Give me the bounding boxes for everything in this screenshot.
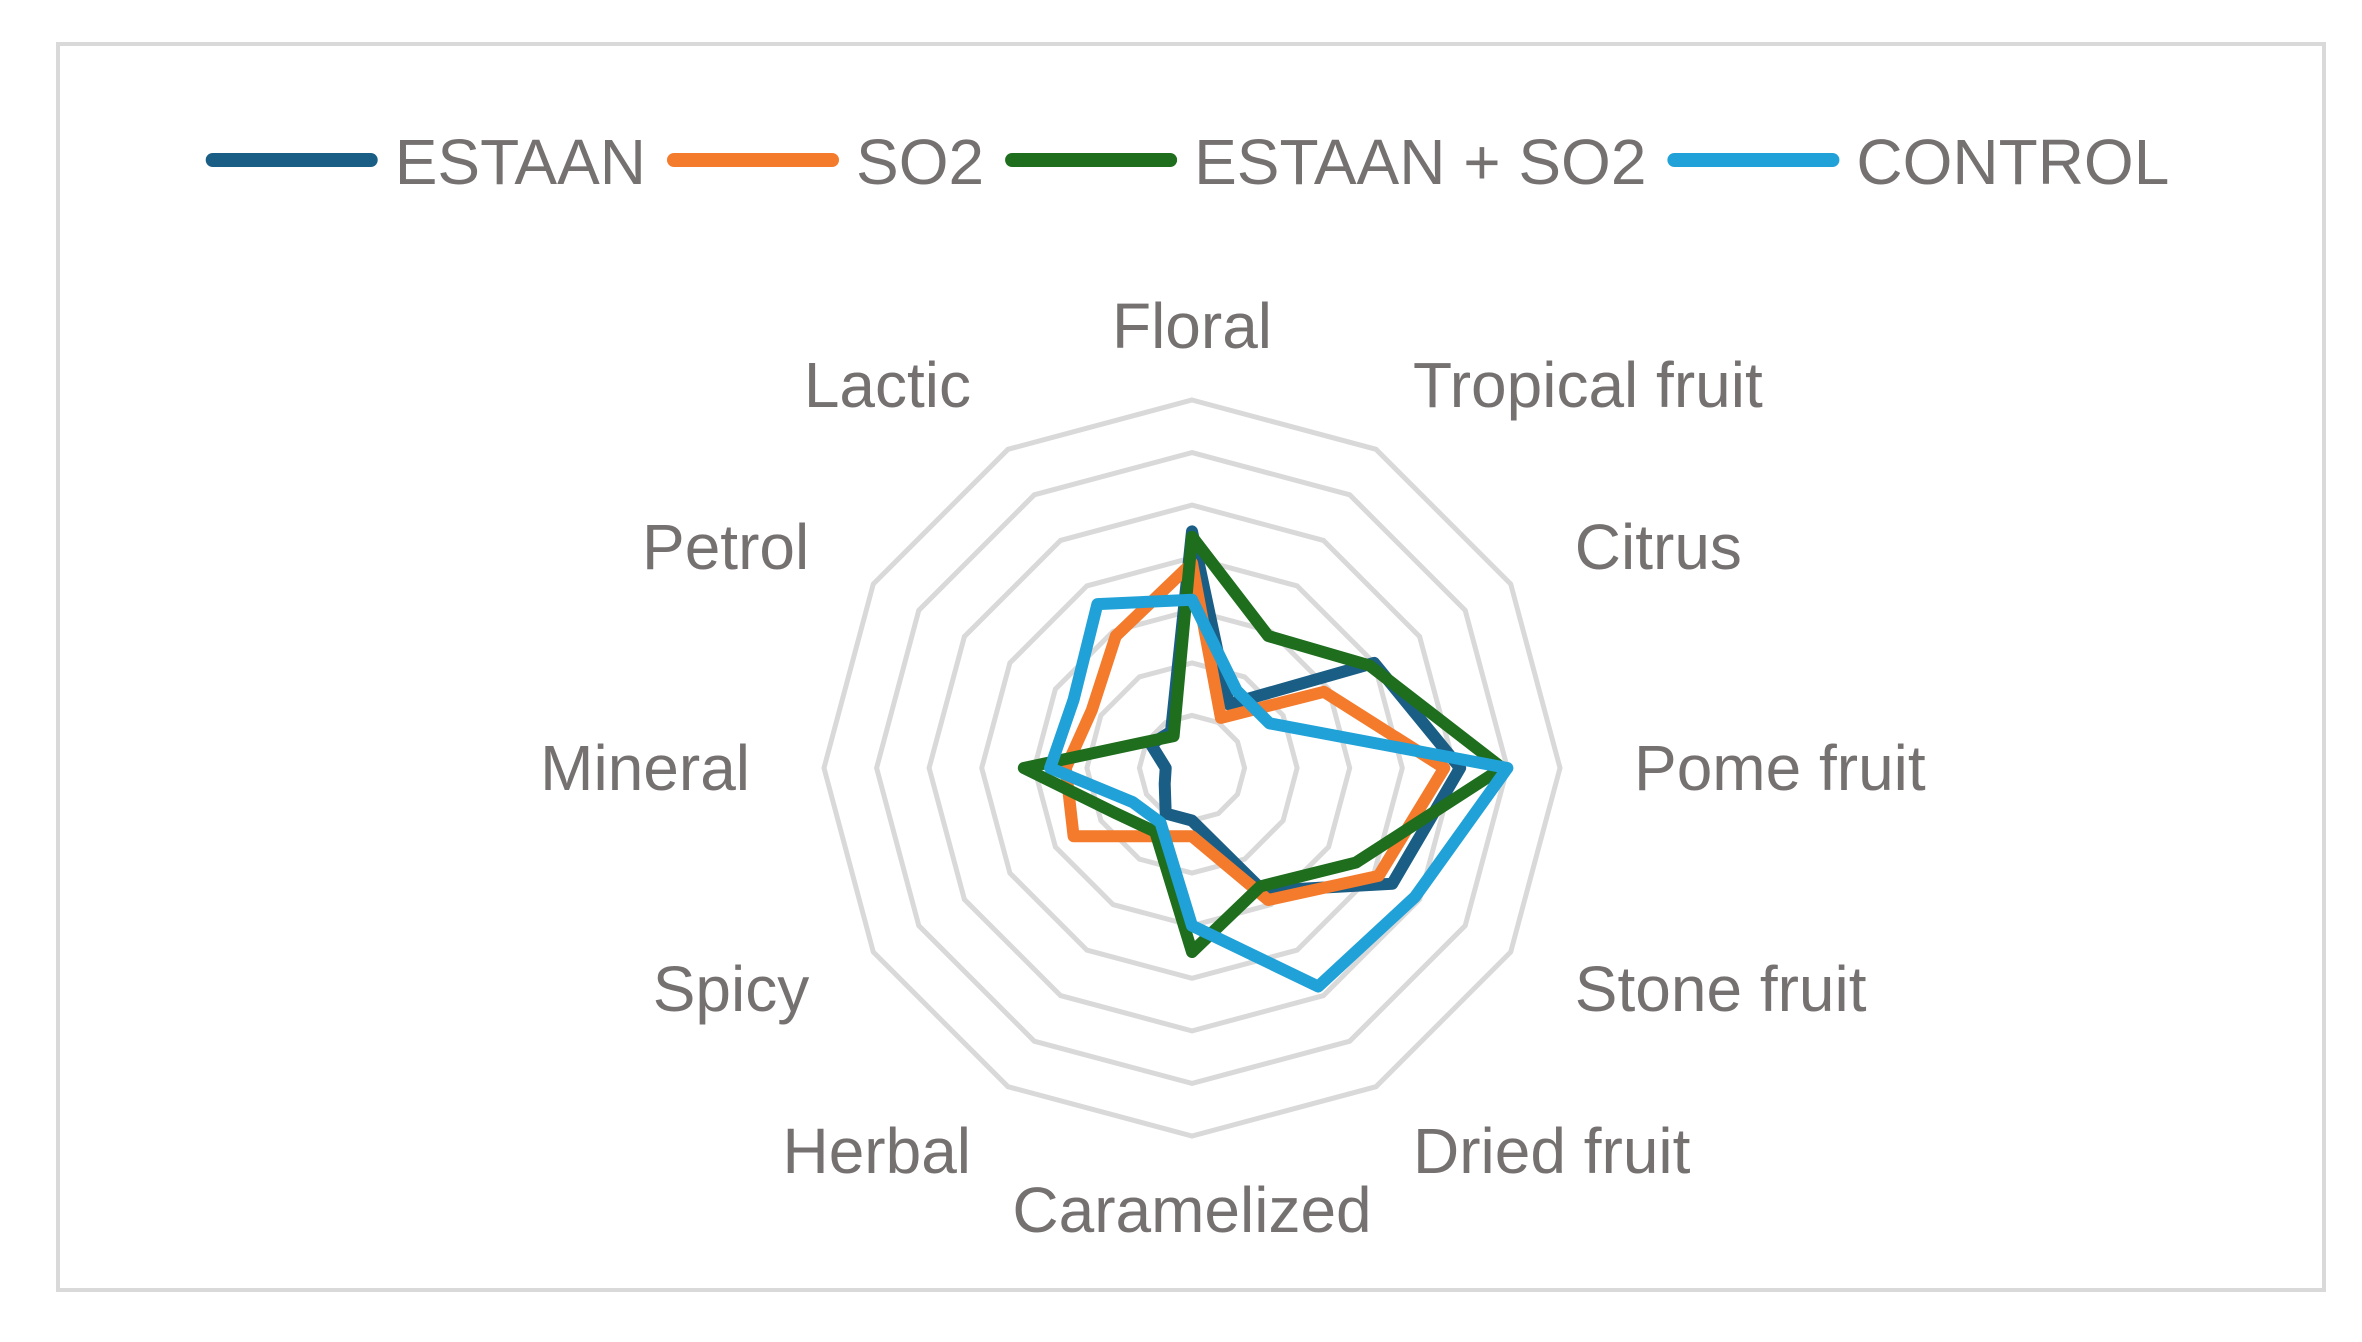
series-line-so2 — [1059, 557, 1451, 906]
axis-label-mineral: Mineral — [540, 732, 750, 804]
radar-grid — [821, 397, 1563, 1139]
grid-ring-7 — [821, 397, 1563, 1139]
legend-label-so2: SO2 — [856, 126, 984, 198]
axis-label-spicy: Spicy — [653, 953, 810, 1025]
axis-label-citrus: Citrus — [1575, 511, 1742, 583]
grid-ring-2 — [1084, 660, 1300, 876]
axis-label-pome-fruit: Pome fruit — [1634, 732, 1926, 804]
axis-label-floral: Floral — [1112, 290, 1272, 362]
legend-item-estaan-so2: ESTAAN + SO2 — [1005, 126, 1646, 198]
series-line-estaan-so2 — [1017, 530, 1509, 958]
legend-item-control: CONTROL — [1667, 126, 2169, 198]
axis-label-lactic: Lactic — [804, 349, 971, 421]
axis-label-herbal: Herbal — [782, 1115, 971, 1187]
legend: ESTAAN SO2 ESTAAN + SO2 CONTROL — [205, 126, 2169, 198]
axis-label-caramelized: Caramelized — [1012, 1174, 1371, 1246]
grid-ring-1 — [1136, 712, 1248, 824]
axis-label-petrol: Petrol — [642, 511, 809, 583]
legend-item-estaan: ESTAAN — [205, 126, 646, 198]
legend-item-so2: SO2 — [667, 126, 984, 198]
axis-label-stone-fruit: Stone fruit — [1575, 953, 1867, 1025]
legend-label-control: CONTROL — [1856, 126, 2169, 198]
axis-label-tropical-fruit: Tropical fruit — [1413, 349, 1763, 421]
legend-label-estaan: ESTAAN — [395, 126, 646, 198]
series-line-control — [1044, 593, 1514, 993]
grid-ring-6 — [874, 450, 1510, 1086]
axis-label-dried-fruit: Dried fruit — [1413, 1115, 1691, 1187]
axis-labels: Floral Tropical fruit Citrus Pome fruit Ston… — [540, 290, 1926, 1246]
grid-ring-5 — [926, 502, 1458, 1034]
series-layer — [1017, 525, 1514, 993]
legend-label-estaan-so2: ESTAAN + SO2 — [1194, 126, 1646, 198]
